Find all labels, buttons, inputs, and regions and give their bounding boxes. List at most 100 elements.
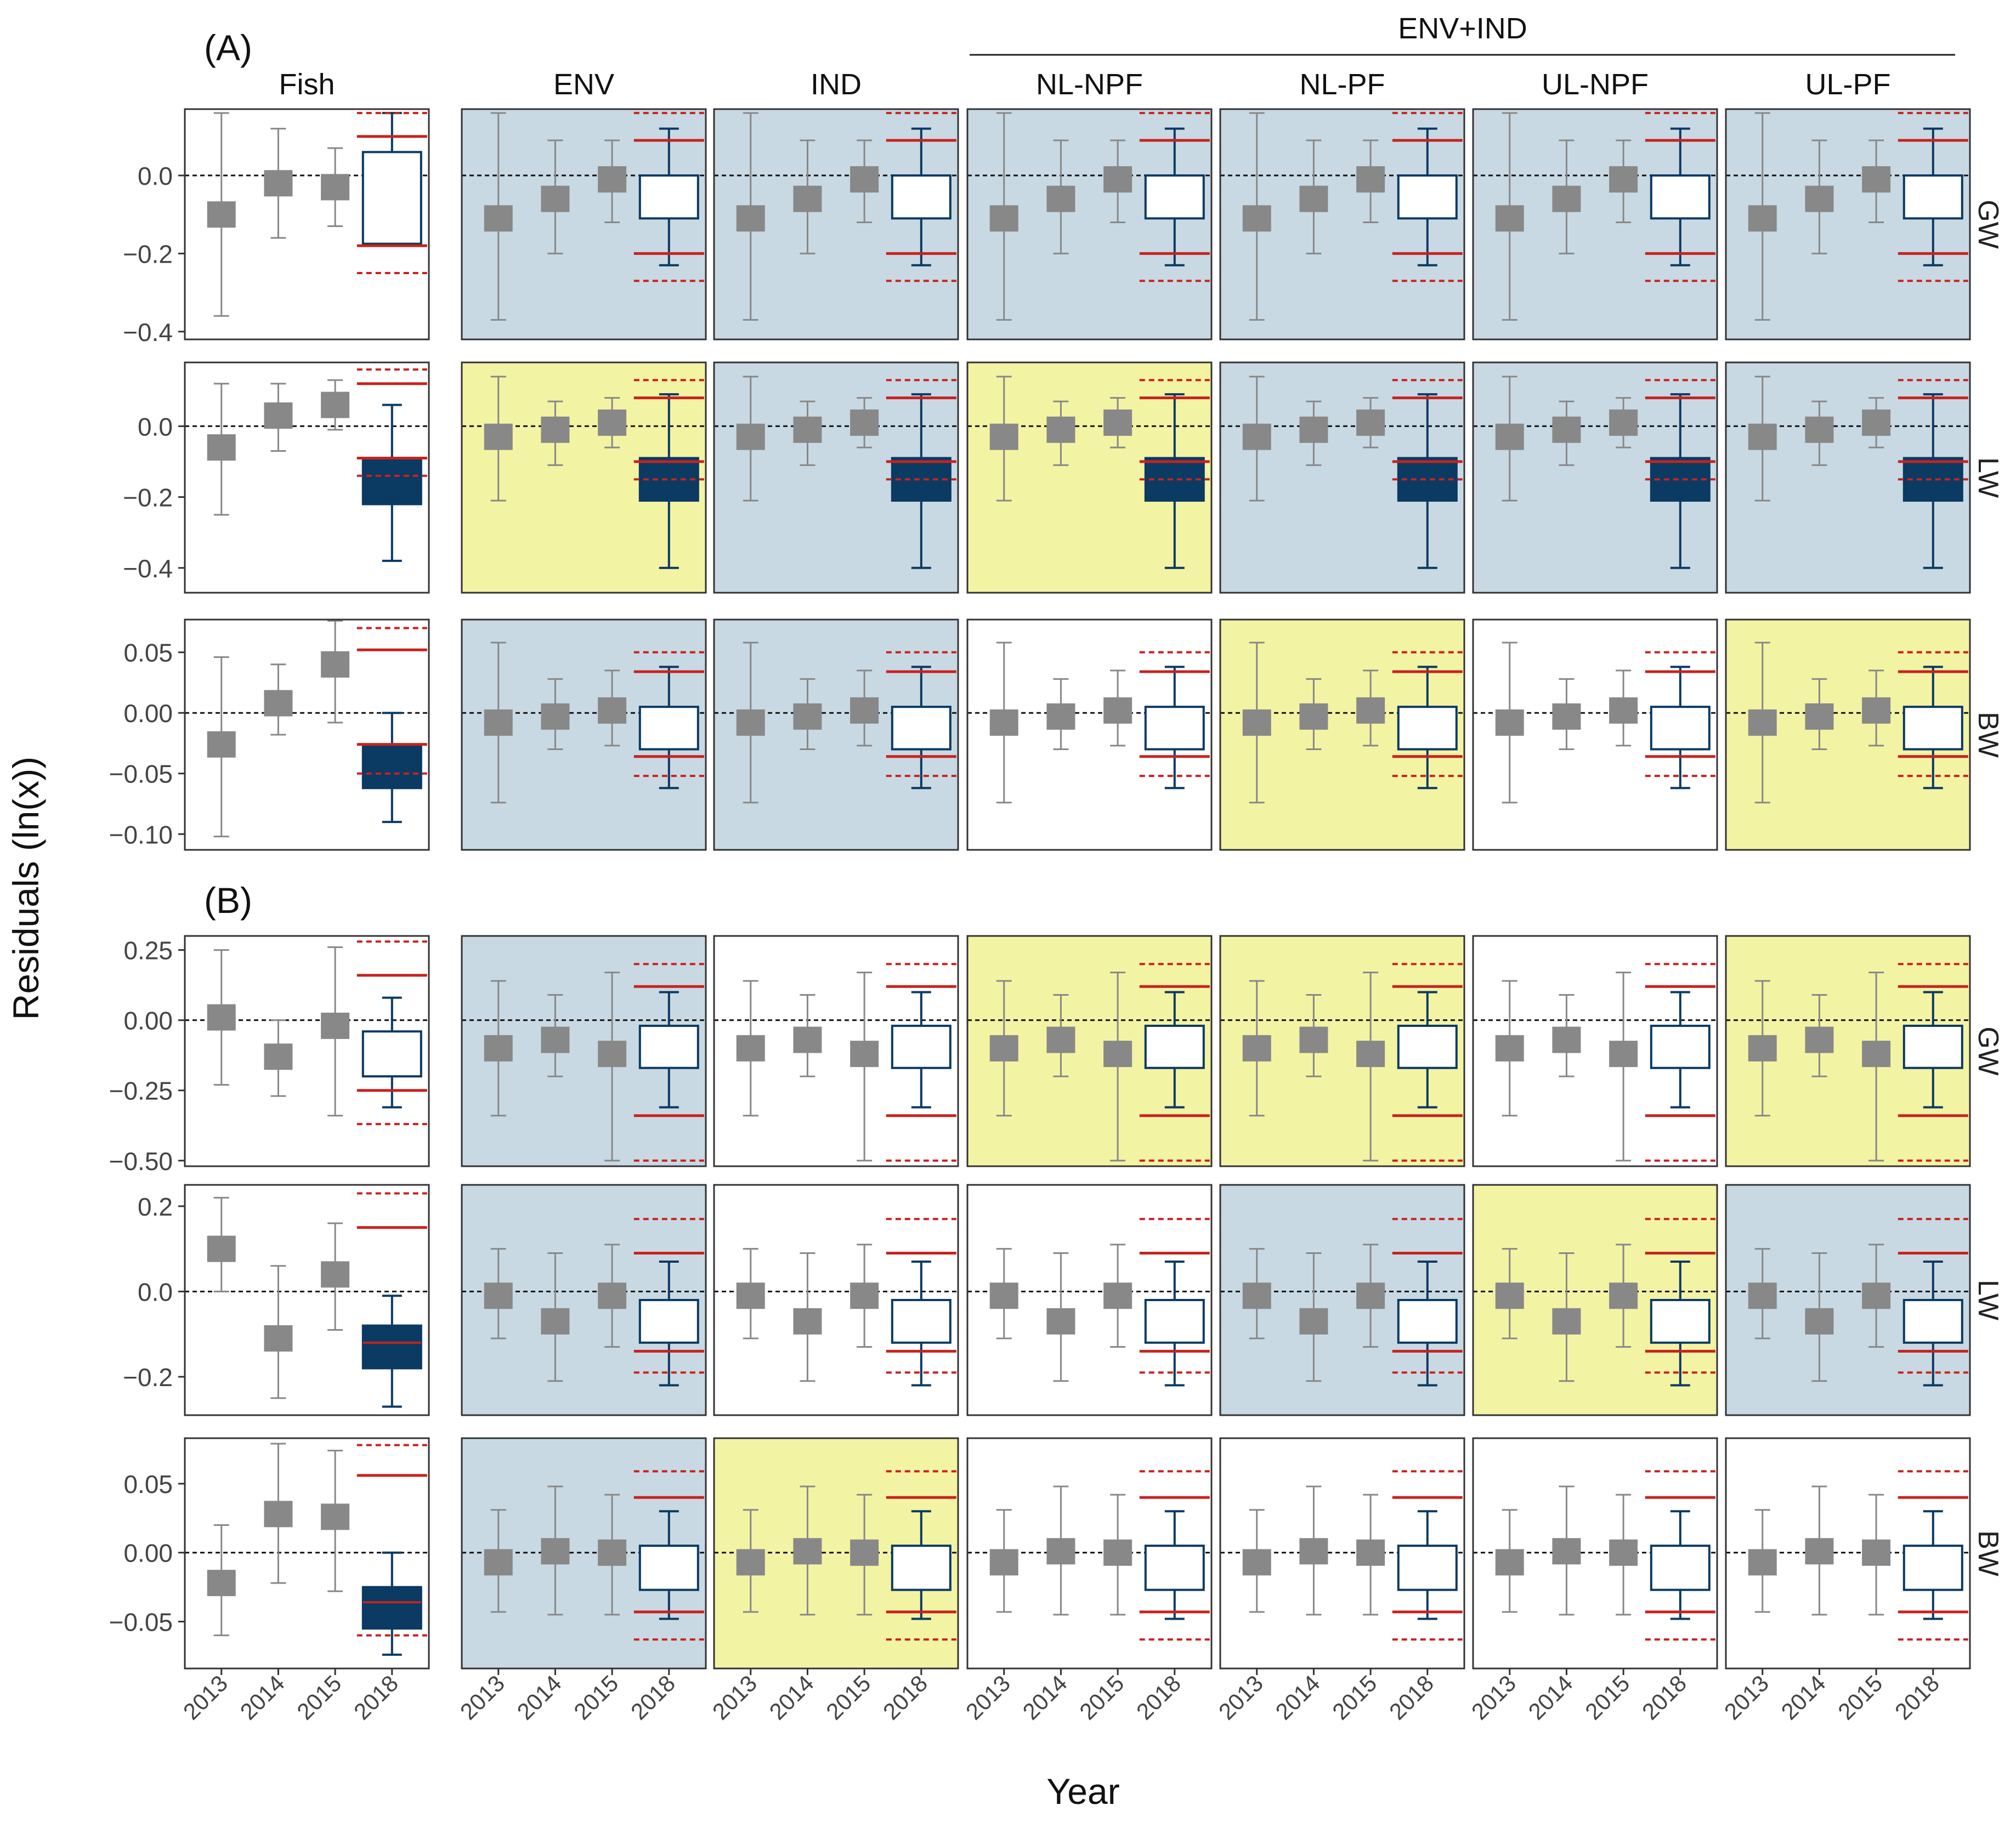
panel — [1219, 361, 1465, 594]
grey-point-marker — [207, 1570, 236, 1597]
panel-frame — [713, 618, 959, 851]
panel — [1219, 618, 1465, 851]
panel-frame — [461, 1437, 707, 1670]
column-header: IND — [811, 68, 862, 101]
grey-point-marker — [321, 391, 350, 418]
grey-point-marker — [321, 1503, 350, 1530]
grey-point-marker — [793, 703, 822, 730]
row-strip-label: LW — [1972, 457, 2004, 498]
panel-frame — [1219, 1184, 1465, 1416]
grey-point-marker — [989, 1549, 1018, 1576]
grey-point-marker — [1242, 205, 1271, 232]
grey-point-marker — [1805, 1538, 1834, 1565]
x-tick-label: 2014 — [235, 1670, 289, 1724]
x-tick-label: 2015 — [821, 1670, 875, 1724]
y-tick-label: 0.00 — [123, 1539, 173, 1568]
grey-point-marker — [989, 1035, 1018, 1062]
y-tick-label: −0.10 — [109, 820, 173, 849]
box-2018 — [638, 1024, 699, 1069]
grey-point-marker — [1046, 185, 1075, 212]
panel — [713, 1437, 959, 1670]
y-tick-label: −0.2 — [123, 1363, 173, 1392]
grey-point-marker — [1805, 703, 1834, 730]
grey-point-marker — [1862, 697, 1891, 724]
x-tick-label: 2013 — [455, 1670, 509, 1724]
panel-frame — [713, 1437, 959, 1670]
grey-point-marker — [1805, 185, 1834, 212]
panel-frame — [1472, 361, 1718, 594]
panel-frame — [713, 935, 959, 1167]
panel-frame — [966, 1184, 1213, 1416]
grey-point-marker — [1552, 1026, 1581, 1053]
box-2018 — [1902, 457, 1963, 502]
grey-point-marker — [1609, 697, 1638, 724]
box-2018 — [1650, 1545, 1711, 1591]
box-2018 — [1650, 706, 1711, 751]
grey-point-marker — [1299, 416, 1328, 443]
grey-point-marker — [736, 1282, 765, 1309]
y-tick-label: 0.00 — [123, 699, 173, 728]
box-2018 — [1650, 1024, 1711, 1069]
grey-point-marker — [1242, 1282, 1271, 1309]
grey-point-marker — [1046, 1308, 1075, 1335]
panel — [184, 361, 430, 594]
grey-point-marker — [850, 1539, 879, 1566]
box-2018 — [1397, 706, 1458, 751]
panel-frame — [461, 108, 707, 340]
panel — [1725, 1437, 1971, 1670]
panel-label-a: (A) — [204, 27, 252, 68]
box-2018 — [891, 706, 952, 751]
panel-label-b: (B) — [204, 880, 252, 921]
box-2018 — [1397, 457, 1458, 502]
x-tick-label: 2014 — [1776, 1670, 1830, 1724]
box-2018 — [1902, 1024, 1963, 1069]
grey-point-marker — [1356, 1041, 1385, 1068]
panel-frame — [1472, 108, 1718, 340]
panel — [1219, 108, 1465, 340]
y-tick-label: 0.2 — [138, 1193, 173, 1221]
panel — [184, 1184, 430, 1416]
grey-point-marker — [484, 1549, 513, 1576]
panel-frame — [184, 1184, 430, 1416]
grey-point-marker — [598, 1282, 627, 1309]
panel — [1725, 108, 1971, 340]
panel — [966, 935, 1213, 1167]
y-tick-label: −0.05 — [109, 1608, 173, 1636]
panel — [713, 1184, 959, 1416]
box-2018 — [361, 1586, 422, 1630]
y-tick-label: −0.25 — [109, 1077, 173, 1105]
grey-point-marker — [1356, 1539, 1385, 1566]
grey-point-marker — [264, 170, 293, 197]
panel-frame — [1725, 935, 1971, 1167]
x-tick-label: 2018 — [1131, 1670, 1186, 1724]
grey-point-marker — [1748, 709, 1777, 736]
panel-frame — [713, 361, 959, 594]
grey-point-marker — [1103, 166, 1132, 193]
panel-frame — [1219, 108, 1465, 340]
grey-point-marker — [989, 1282, 1018, 1309]
panel-frame — [713, 1184, 959, 1416]
y-tick-label: −0.50 — [109, 1147, 173, 1176]
panel — [1219, 1184, 1465, 1416]
grey-point-marker — [1103, 1041, 1132, 1068]
panel — [461, 1437, 707, 1670]
x-tick-label: 2014 — [764, 1670, 818, 1724]
group-header-env-ind: ENV+IND — [1398, 12, 1527, 45]
grey-point-marker — [1046, 703, 1075, 730]
grey-point-marker — [1552, 1538, 1581, 1565]
panel-frame — [1219, 618, 1465, 851]
y-tick-label: 0.00 — [123, 1007, 173, 1035]
y-tick-label: 0.0 — [138, 1278, 173, 1306]
grey-point-marker — [541, 703, 570, 730]
grey-point-marker — [1356, 697, 1385, 724]
box-2018 — [1144, 174, 1205, 220]
x-tick-label: 2014 — [512, 1670, 566, 1724]
box-2018 — [1144, 1545, 1205, 1591]
grey-point-marker — [1609, 166, 1638, 193]
panel — [184, 618, 430, 851]
grey-point-marker — [1609, 409, 1638, 436]
panel — [184, 108, 430, 340]
grey-point-marker — [264, 1325, 293, 1352]
box-2018 — [361, 151, 422, 245]
